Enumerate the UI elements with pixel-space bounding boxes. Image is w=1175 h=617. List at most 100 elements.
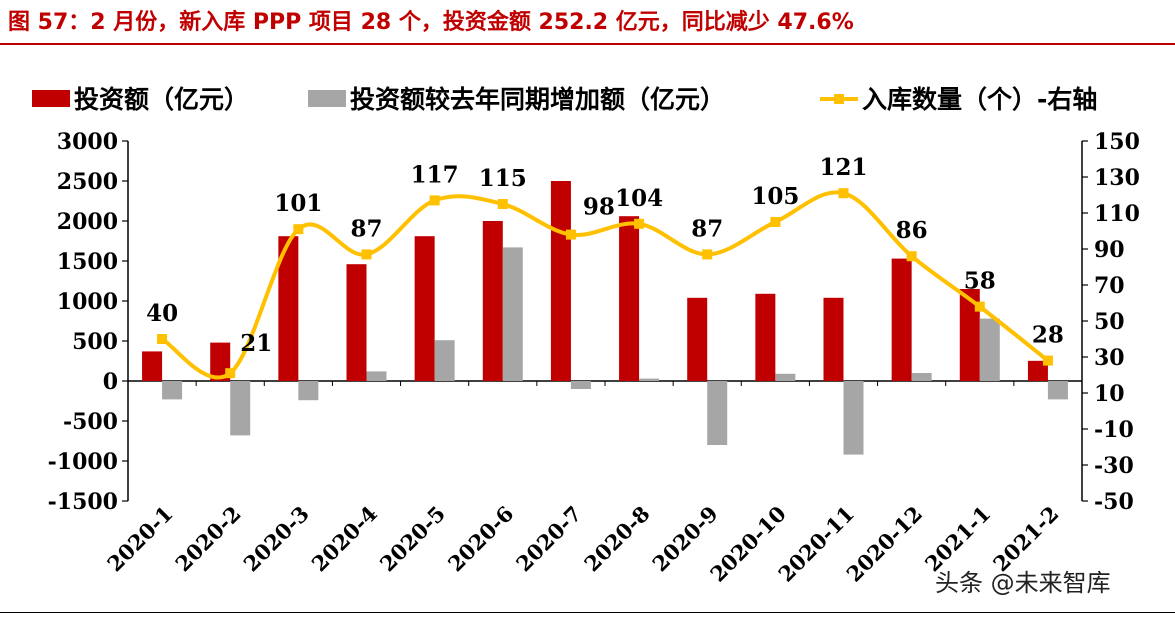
bar-invest	[482, 221, 503, 381]
right-tick-label: 70	[1094, 273, 1125, 299]
count-point	[157, 334, 168, 344]
right-tick-label: 150	[1094, 129, 1140, 155]
bar-yoy	[502, 247, 523, 381]
bars-invest	[142, 181, 1048, 381]
count-data-label: 117	[411, 161, 459, 188]
bar-yoy	[911, 373, 932, 381]
count-point	[565, 229, 576, 240]
bar-yoy	[162, 381, 183, 400]
x-tick-label: 2020-3	[238, 501, 314, 577]
bar-yoy	[639, 378, 660, 381]
left-tick-label: 2500	[57, 169, 118, 195]
x-tick-label: 2020-8	[579, 501, 655, 577]
count-data-label: 104	[615, 185, 663, 212]
left-tick-label: 3000	[57, 129, 118, 155]
bars-yoy	[162, 247, 1068, 455]
legend-label-count: 入库数量（个）-右轴	[862, 85, 1097, 114]
count-point	[225, 368, 236, 379]
watermark: 头条 @未来智库	[935, 569, 1111, 597]
count-data-label: 58	[964, 268, 996, 295]
left-tick-label: -500	[63, 409, 118, 435]
right-tick-label: 50	[1094, 309, 1125, 335]
count-point	[906, 251, 917, 262]
x-tick-label: 2020-6	[443, 501, 519, 577]
count-data-label: 28	[1032, 322, 1064, 349]
bottom-rule	[0, 612, 1175, 613]
bar-invest	[687, 297, 708, 381]
x-tick-label: 2020-5	[375, 501, 451, 577]
title-rule	[0, 43, 1175, 45]
bar-invest	[619, 216, 640, 381]
right-tick-label: -50	[1094, 489, 1134, 515]
bar-yoy	[434, 340, 455, 381]
legend-label-invest: 投资额（亿元）	[74, 85, 249, 114]
count-point	[974, 301, 985, 312]
bar-invest	[823, 297, 844, 381]
bar-invest	[550, 181, 571, 381]
x-tick-label: 2020-7	[511, 501, 587, 577]
count-data-label: 86	[896, 217, 928, 244]
bar-yoy	[707, 381, 728, 445]
right-tick-label: 130	[1094, 165, 1140, 191]
bar-invest	[1027, 360, 1048, 381]
left-tick-label: 1000	[57, 289, 118, 315]
bar-invest	[755, 293, 776, 381]
x-tick-label: 2020-2	[170, 501, 246, 577]
figure-title: 图 57：2 月份，新入库 PPP 项目 28 个，投资金额 252.2 亿元，…	[8, 10, 854, 35]
count-data-label: 40	[146, 300, 178, 327]
count-data-label: 21	[240, 330, 272, 357]
bar-yoy	[298, 381, 319, 401]
count-point	[702, 249, 713, 260]
right-tick-label: -30	[1094, 453, 1134, 479]
left-tick-label: 1500	[57, 249, 118, 275]
count-point	[838, 188, 849, 199]
bar-yoy	[775, 373, 796, 381]
right-tick-label: 110	[1094, 201, 1140, 227]
bar-invest	[891, 258, 912, 381]
left-tick-label: -1000	[48, 449, 118, 475]
bar-yoy	[570, 381, 591, 389]
right-tick-label: 30	[1094, 345, 1125, 371]
bar-yoy	[843, 381, 864, 455]
legend-swatch-count-marker	[834, 94, 844, 104]
count-data-label: 105	[751, 183, 799, 210]
legend-swatch-invest	[32, 90, 70, 107]
legend-label-yoy: 投资额较去年同期增加额（亿元）	[350, 85, 725, 114]
bar-yoy	[1047, 381, 1068, 400]
count-point	[770, 217, 781, 227]
count-data-label: 87	[350, 215, 382, 242]
bar-invest	[414, 236, 435, 381]
bar-invest	[278, 236, 299, 381]
legend-swatch-yoy	[308, 90, 346, 107]
right-tick-label: -10	[1094, 417, 1134, 443]
bar-yoy	[230, 381, 251, 436]
count-data-label: 87	[691, 215, 723, 242]
count-point	[361, 249, 372, 260]
count-data-label: 98	[583, 194, 615, 221]
x-tick-label: 2020-4	[307, 501, 383, 577]
count-point	[634, 218, 645, 229]
count-point	[1042, 355, 1053, 366]
count-point	[497, 199, 508, 209]
count-labels: 40 21 101 87 117 115 98 104 87 105 121 86 58 28	[146, 154, 1064, 357]
left-tick-label: 0	[103, 369, 118, 395]
right-tick-label: 90	[1094, 237, 1125, 263]
bar-invest	[959, 289, 980, 381]
count-point	[293, 224, 304, 235]
left-tick-label: -1500	[48, 489, 118, 515]
count-line	[157, 188, 1053, 380]
bar-yoy	[366, 371, 387, 381]
legend: 投资额（亿元） 投资额较去年同期增加额（亿元） 入库数量（个）-右轴	[32, 85, 1097, 114]
count-data-label: 101	[274, 190, 322, 217]
count-point	[429, 195, 440, 206]
left-tick-label: 500	[72, 329, 118, 355]
right-tick-label: 10	[1094, 381, 1125, 407]
count-series-line	[160, 190, 1050, 380]
count-data-label: 115	[479, 165, 527, 192]
bar-invest	[142, 351, 163, 381]
left-tick-label: 2000	[57, 209, 118, 235]
bar-invest	[346, 264, 367, 381]
bar-yoy	[979, 318, 1000, 381]
count-data-label: 121	[819, 154, 867, 181]
